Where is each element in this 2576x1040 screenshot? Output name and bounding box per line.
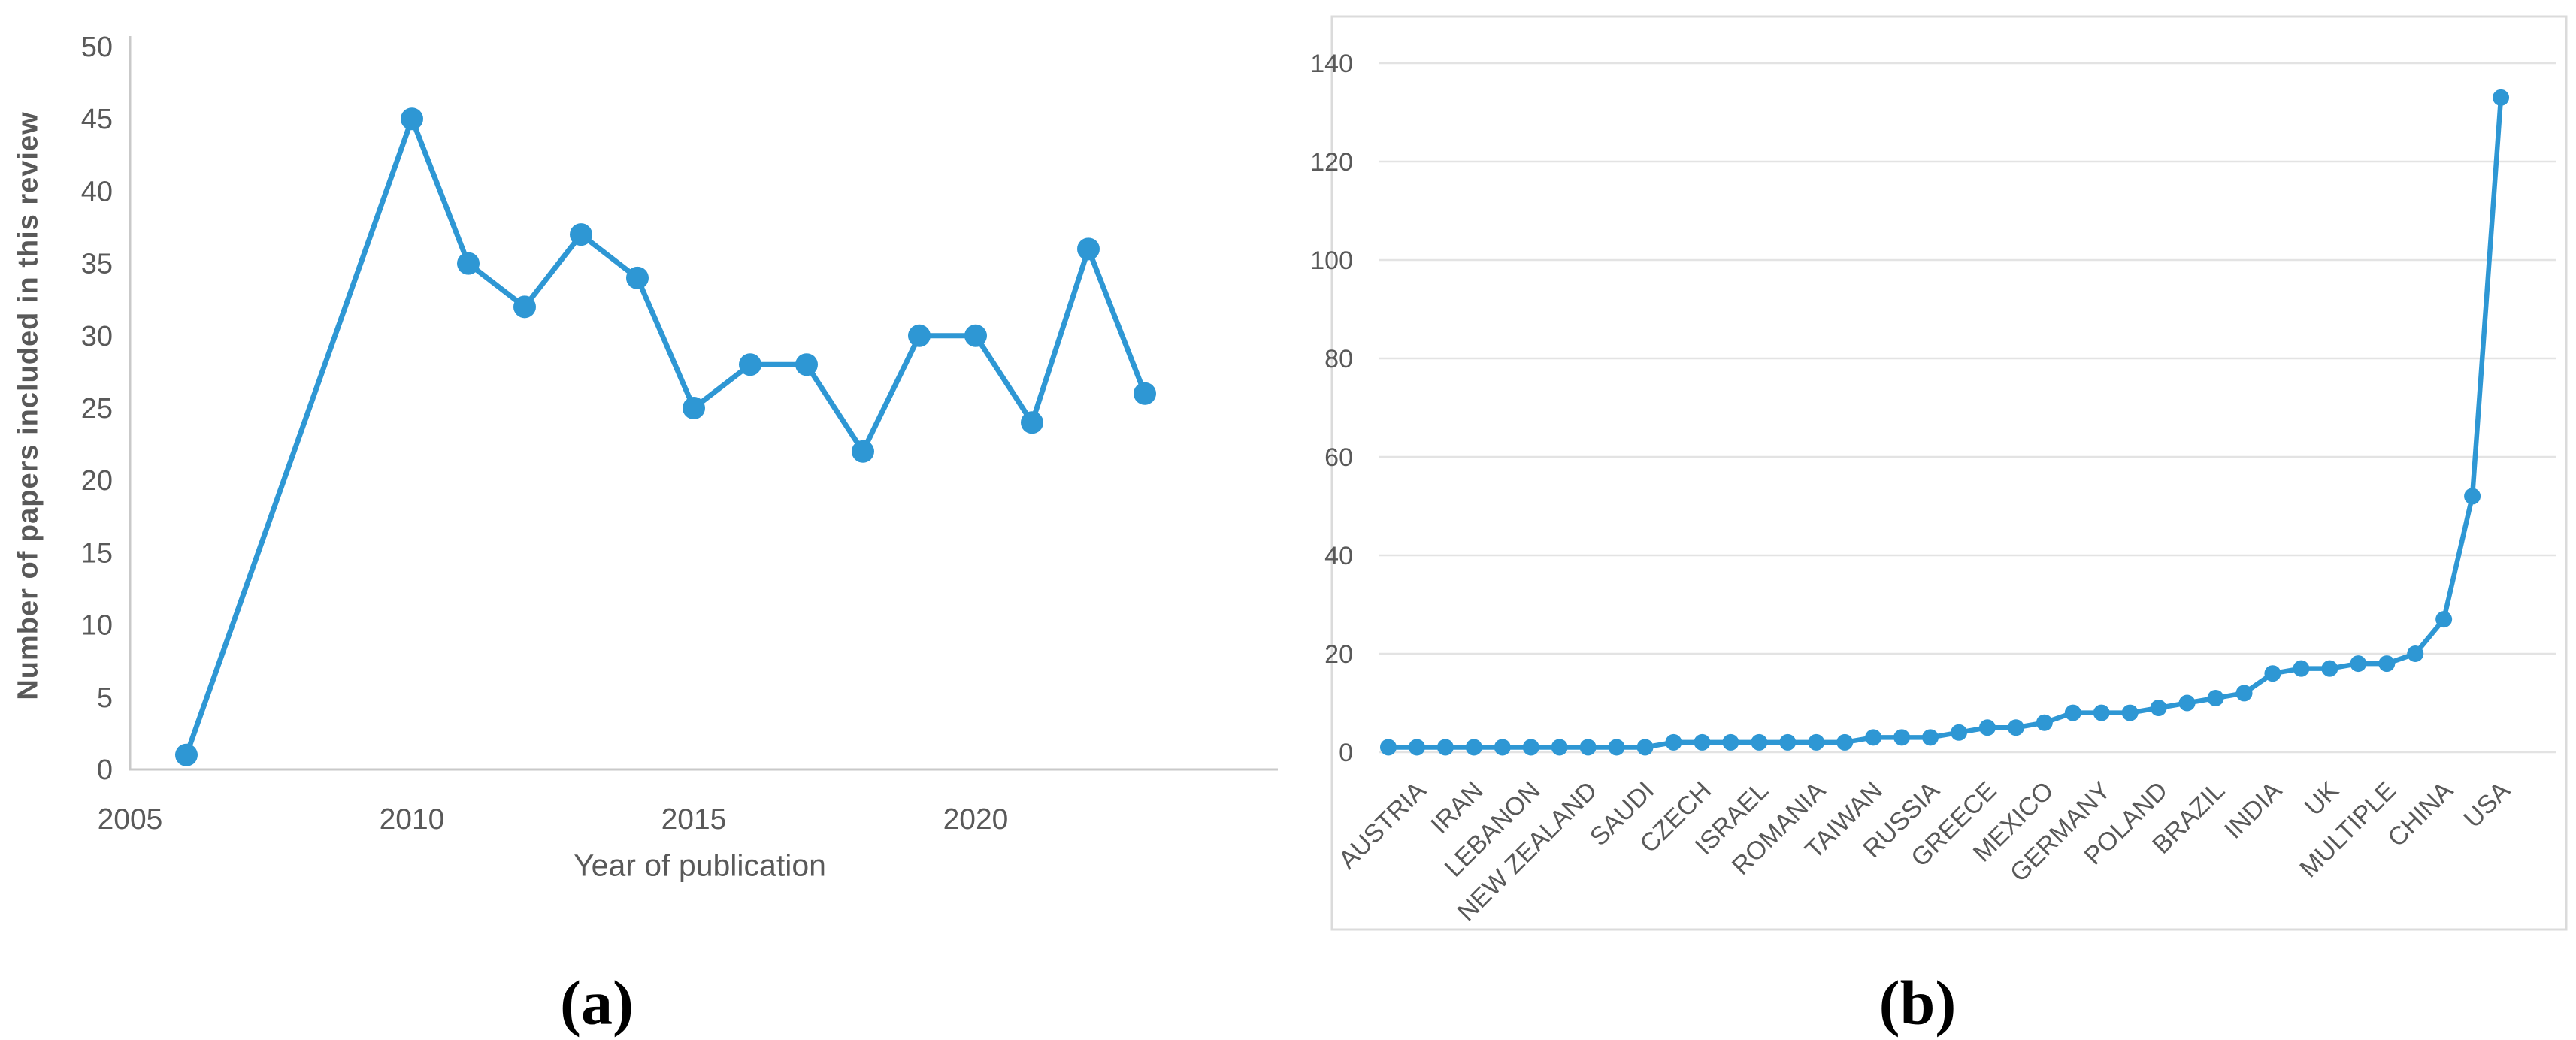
data-point-marker	[1951, 724, 1967, 741]
y-tick-label: 100	[1310, 246, 1353, 275]
data-point-marker	[2093, 704, 2110, 721]
data-point-marker	[1134, 382, 1156, 405]
y-tick-label: 40	[81, 176, 113, 207]
data-point-marker	[2178, 694, 2196, 712]
y-tick-label: 80	[1324, 345, 1353, 373]
x-tick-label: 2015	[661, 803, 727, 836]
data-point-marker	[2036, 714, 2053, 731]
y-tick-label: 25	[81, 393, 113, 425]
x-category-label: CHINA	[2382, 776, 2459, 853]
y-tick-label: 120	[1310, 148, 1353, 177]
data-point-marker	[570, 223, 592, 246]
data-point-marker	[2007, 719, 2024, 736]
data-point-marker	[852, 440, 874, 463]
data-point-marker	[2264, 665, 2281, 682]
data-point-marker	[1608, 739, 1625, 756]
data-point-marker	[1494, 739, 1511, 756]
data-point-marker	[2293, 660, 2310, 677]
data-point-marker	[1465, 739, 1482, 756]
x-tick-label: 2010	[380, 803, 445, 836]
y-tick-label: 5	[97, 682, 113, 714]
y-tick-label: 40	[1324, 542, 1353, 570]
data-point-marker	[1021, 411, 1043, 434]
data-point-marker	[739, 353, 761, 376]
y-tick-label: 60	[1324, 443, 1353, 472]
data-point-marker	[1751, 733, 1768, 751]
data-point-marker	[626, 266, 649, 289]
data-point-marker	[2064, 704, 2081, 721]
data-point-marker	[2350, 655, 2367, 673]
data-point-marker	[1665, 733, 1682, 751]
data-point-marker	[2464, 488, 2481, 505]
y-tick-label: 0	[1339, 739, 1353, 767]
data-point-marker	[2121, 704, 2139, 721]
data-point-marker	[2493, 89, 2510, 106]
subfigure-caption-b: (b)	[1878, 968, 1957, 1038]
y-tick-label: 45	[81, 104, 113, 135]
series-line	[1385, 95, 2504, 750]
data-point-marker	[2435, 611, 2453, 628]
plot-border	[1330, 15, 2568, 931]
x-category-label: AUSTRIA	[1333, 776, 1432, 875]
data-point-marker	[1522, 739, 1539, 756]
subfigure-caption-a: (a)	[560, 968, 634, 1038]
y-tick-label: 0	[97, 754, 113, 786]
data-point-marker	[683, 397, 705, 419]
data-point-marker	[1808, 733, 1825, 751]
x-category-label: USA	[2458, 776, 2516, 834]
data-point-marker	[2407, 645, 2424, 662]
data-point-marker	[1408, 739, 1425, 756]
x-category-label: UK	[2299, 776, 2344, 821]
y-tick-label: 15	[81, 537, 113, 569]
data-point-marker	[1922, 729, 1939, 746]
data-point-marker	[964, 324, 987, 347]
chart-a-x-axis-title: Year of publication	[574, 848, 826, 883]
data-point-marker	[908, 324, 931, 347]
data-point-marker	[1694, 733, 1711, 751]
data-point-marker	[1978, 719, 1996, 736]
y-tick-label: 35	[81, 249, 113, 280]
data-point-marker	[1380, 739, 1397, 756]
data-point-marker	[1836, 733, 1854, 751]
data-point-marker	[2378, 655, 2396, 673]
y-tick-label: 20	[1324, 640, 1353, 669]
data-point-marker	[1077, 237, 1100, 261]
data-point-marker	[1865, 729, 1882, 746]
y-tick-label: 20	[81, 465, 113, 497]
y-tick-label: 140	[1310, 50, 1353, 78]
data-point-marker	[1722, 733, 1739, 751]
data-point-marker	[513, 295, 536, 319]
data-point-marker	[175, 743, 198, 766]
y-tick-label: 50	[81, 32, 113, 63]
y-tick-label: 10	[81, 610, 113, 642]
data-point-marker	[1551, 739, 1568, 756]
x-tick-label: 2005	[98, 803, 163, 836]
data-point-marker	[1893, 729, 1911, 746]
data-point-marker	[2235, 685, 2253, 702]
data-point-marker	[1636, 739, 1654, 756]
chart-a-y-axis-title: Number of papers included in this review	[12, 111, 44, 700]
x-category-label: INDIA	[2219, 776, 2287, 845]
x-tick-label: 2020	[943, 803, 1009, 836]
data-point-marker	[457, 252, 480, 275]
y-tick-label: 30	[81, 321, 113, 352]
data-point-marker	[1779, 733, 1797, 751]
data-point-marker	[2321, 660, 2338, 677]
data-point-marker	[401, 107, 423, 131]
data-point-marker	[1579, 739, 1597, 756]
data-point-marker	[795, 353, 818, 376]
data-point-marker	[2150, 700, 2167, 717]
data-point-marker	[2207, 689, 2224, 706]
data-point-marker	[1436, 739, 1454, 756]
